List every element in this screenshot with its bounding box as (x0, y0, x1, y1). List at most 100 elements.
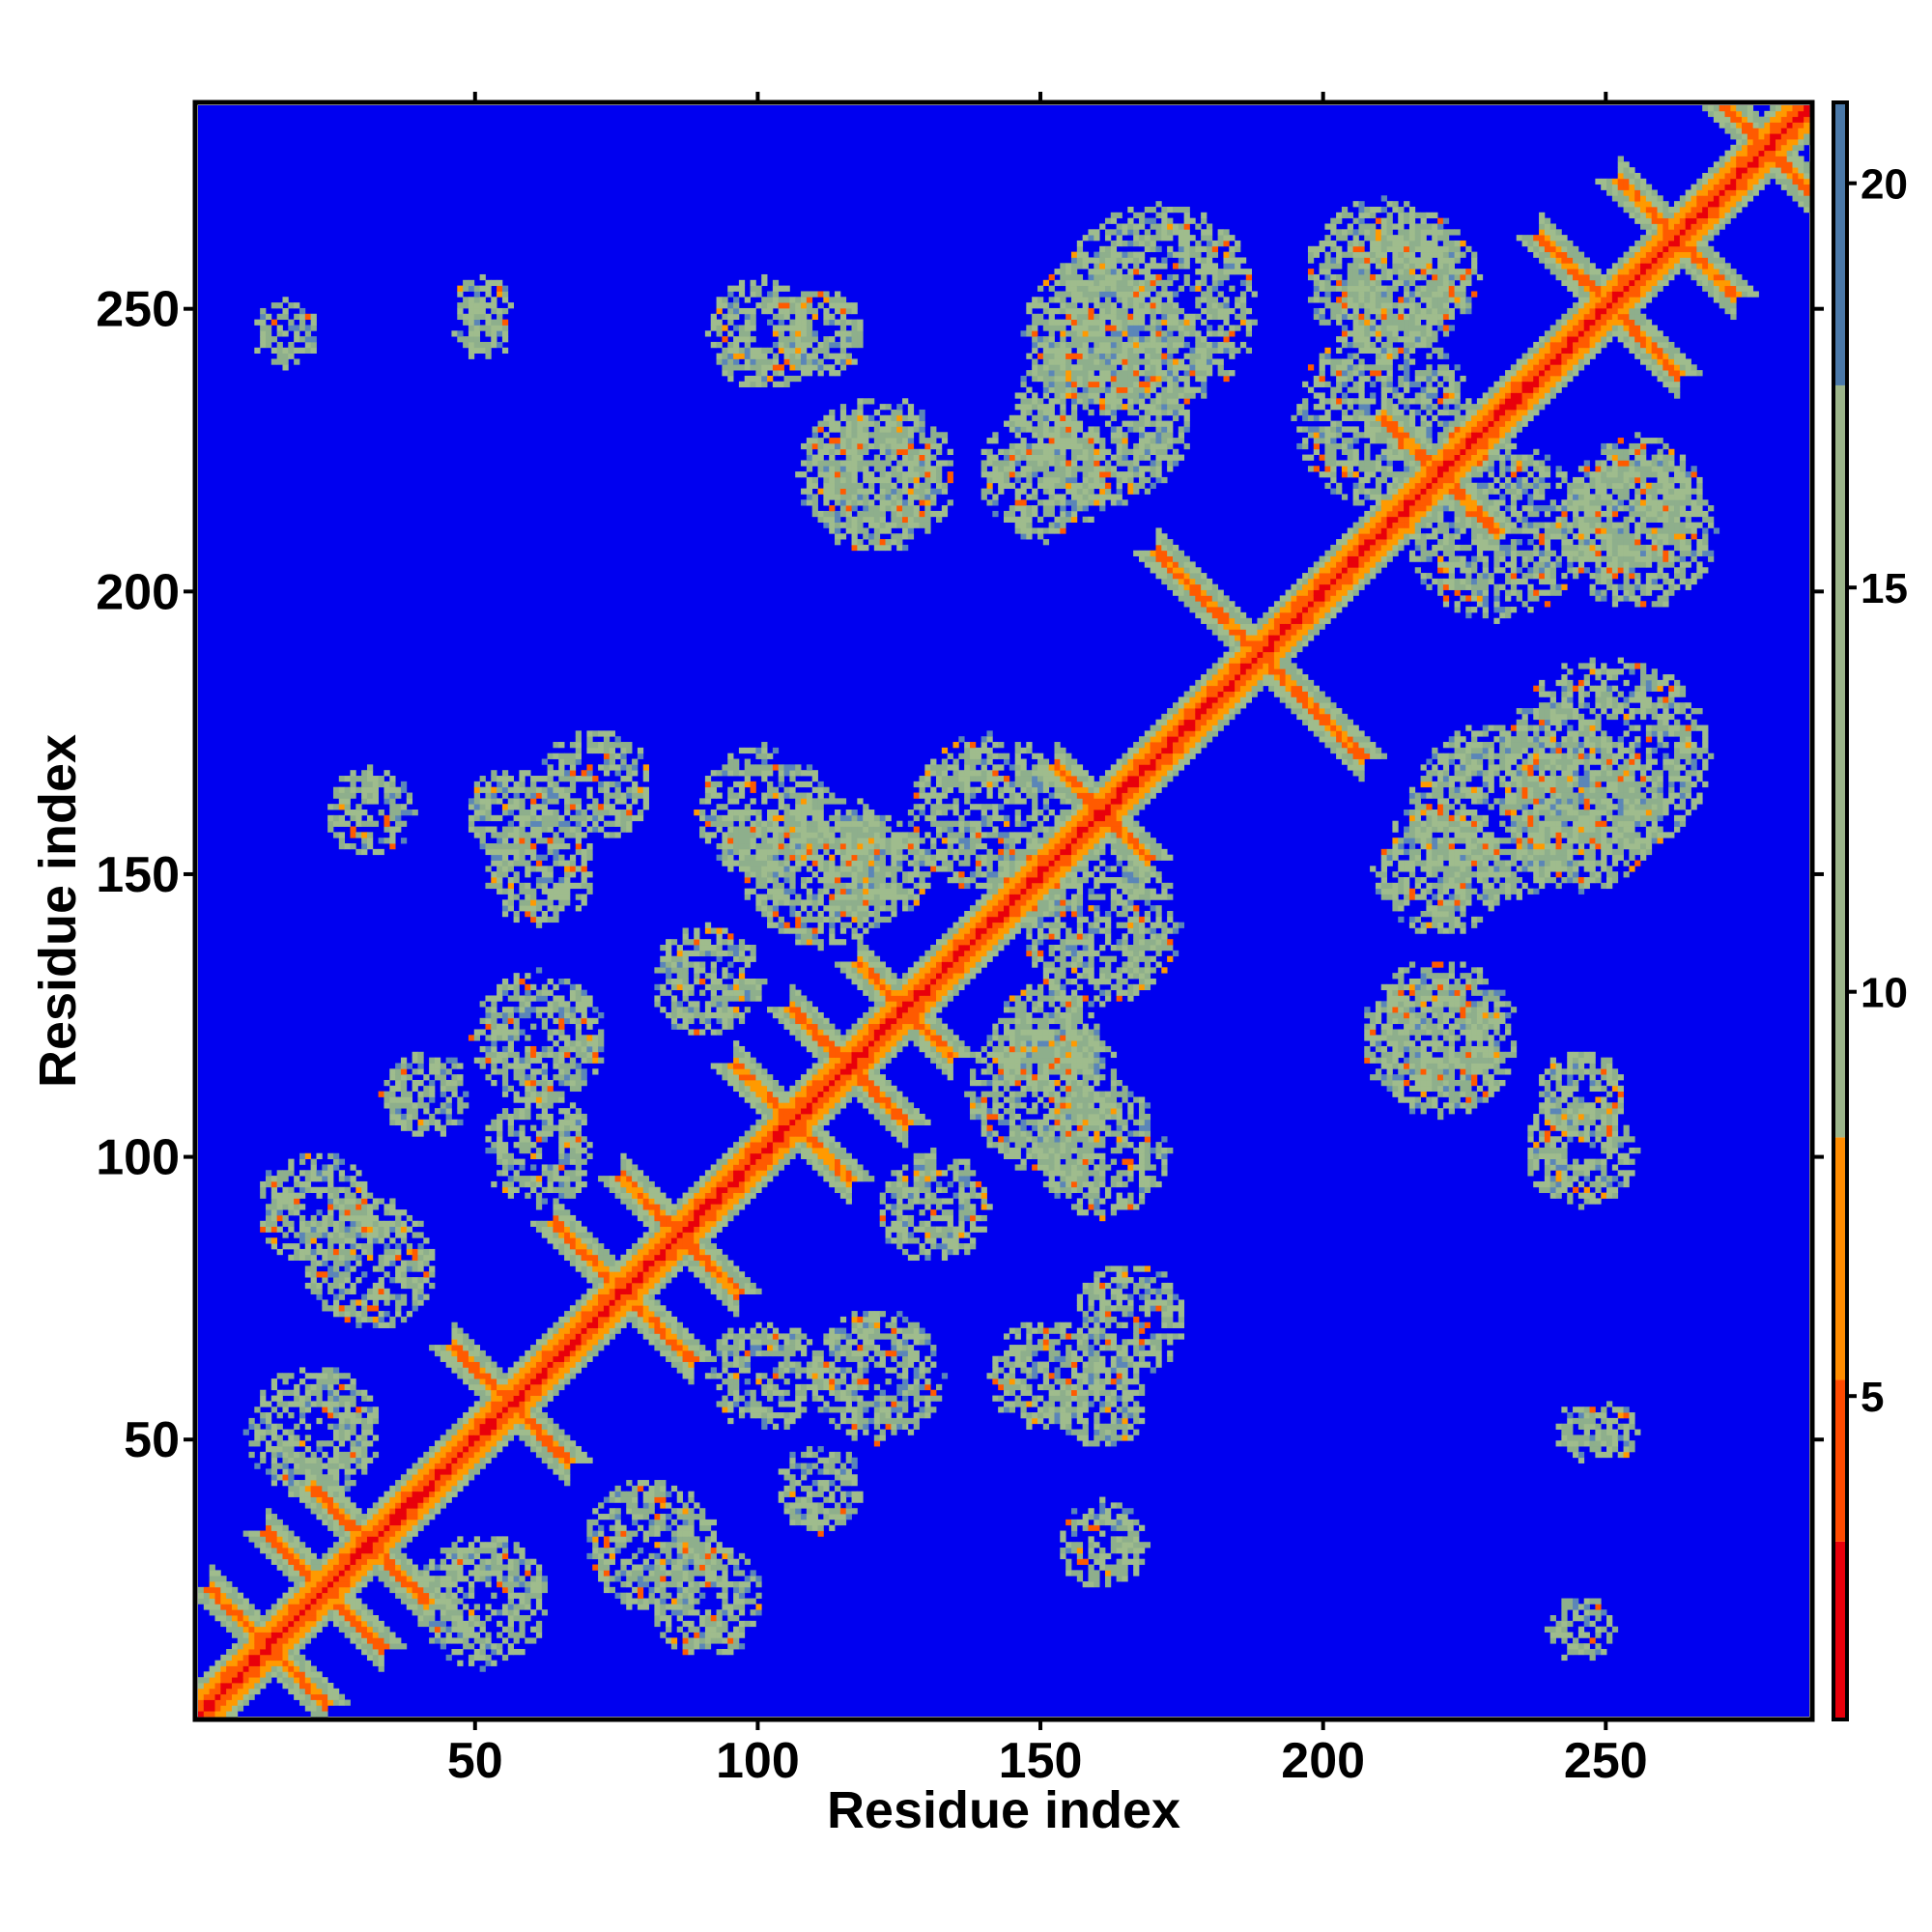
heatmap-cell (716, 1180, 723, 1188)
heatmap-cell (270, 1423, 278, 1430)
heatmap-cell (288, 1226, 295, 1233)
heatmap-cell (327, 1192, 334, 1199)
heatmap-cell (558, 776, 565, 782)
heatmap-cell (676, 1350, 683, 1357)
heatmap-cell (581, 1327, 587, 1334)
heatmap-cell (688, 1345, 695, 1351)
heatmap-cell (310, 1693, 317, 1700)
heatmap-cell (270, 1429, 278, 1435)
heatmap-cell (497, 781, 503, 788)
heatmap-cell (338, 1186, 346, 1194)
heatmap-cell (592, 1339, 599, 1346)
heatmap-cell (704, 781, 712, 788)
heatmap-cell (609, 1311, 615, 1318)
heatmap-cell (660, 1586, 667, 1594)
heatmap-cell (666, 1581, 672, 1588)
heatmap-cell (423, 1468, 430, 1475)
heatmap-cell (288, 1429, 295, 1435)
heatmap-cell (294, 336, 300, 343)
heatmap-cell (586, 792, 593, 799)
heatmap-cell (355, 804, 362, 810)
heatmap-cell (276, 1536, 283, 1543)
heatmap-cell (632, 758, 639, 765)
heatmap-cell (276, 330, 283, 337)
heatmap-cell (429, 1586, 436, 1594)
heatmap-cell (525, 911, 531, 918)
heatmap-cell (316, 1282, 323, 1290)
heatmap-cell (457, 1620, 464, 1628)
heatmap-cell (366, 1626, 374, 1633)
heatmap-cell (473, 1615, 481, 1622)
heatmap-cell (699, 1548, 706, 1554)
heatmap-cell (660, 955, 667, 962)
heatmap-cell (400, 804, 408, 810)
heatmap-cell (497, 798, 503, 805)
heatmap-cell (507, 804, 514, 810)
heatmap-cell (513, 832, 520, 838)
heatmap-cell (355, 1457, 362, 1463)
heatmap-cell (248, 1530, 255, 1537)
heatmap-cell (298, 1226, 306, 1233)
heatmap-cell (344, 1542, 351, 1548)
heatmap-cell (614, 1491, 621, 1497)
heatmap-cell (350, 1226, 356, 1233)
heatmap-cell (564, 1079, 571, 1087)
heatmap-cell (288, 1451, 295, 1459)
heatmap-cell (535, 1423, 543, 1430)
heatmap-cell (198, 1699, 205, 1706)
heatmap-cell (682, 1198, 689, 1205)
heatmap-cell (344, 1305, 351, 1312)
heatmap-cell (344, 1536, 351, 1543)
heatmap-cell (535, 1192, 543, 1199)
heatmap-cell (575, 1124, 582, 1131)
heatmap-cell (429, 1491, 436, 1497)
heatmap-cell (304, 1491, 312, 1497)
heatmap-cell (338, 1451, 346, 1459)
heatmap-cell (614, 1282, 621, 1290)
heatmap-cell (586, 1017, 593, 1025)
heatmap-cell (704, 1632, 712, 1638)
heatmap-cell (603, 1305, 611, 1312)
heatmap-cell (609, 1548, 615, 1554)
heatmap-cell (288, 1186, 295, 1194)
heatmap-cell (384, 1311, 390, 1318)
heatmap-cell (547, 866, 554, 872)
heatmap-cell (626, 792, 633, 799)
heatmap-cell (406, 1519, 413, 1526)
heatmap-cell (400, 1074, 408, 1081)
heatmap-cell (491, 1536, 497, 1543)
heatmap-cell (558, 1214, 565, 1222)
heatmap-cell (378, 848, 384, 856)
heatmap-cell (592, 1265, 599, 1272)
heatmap-cell (457, 1361, 464, 1368)
heatmap-cell (384, 1248, 390, 1256)
heatmap-cell (384, 1232, 390, 1238)
heatmap-cell (507, 1435, 514, 1441)
heatmap-cell (513, 989, 520, 996)
heatmap-cell (642, 1576, 649, 1582)
heatmap-cell (254, 1542, 261, 1548)
heatmap-cell (327, 826, 334, 833)
heatmap-cell (564, 1440, 571, 1447)
heatmap-cell (226, 1604, 233, 1610)
heatmap-cell (355, 1311, 362, 1318)
heatmap-cell (688, 1558, 695, 1565)
heatmap-cell (473, 285, 481, 292)
heatmap-cell (400, 820, 408, 827)
heatmap-cell (412, 1609, 418, 1616)
heatmap-cell (468, 1350, 475, 1357)
heatmap-cell (473, 1463, 481, 1469)
heatmap-cell (304, 1502, 312, 1509)
heatmap-cell (564, 1158, 571, 1165)
heatmap-cell (423, 1074, 430, 1081)
heatmap-cell (513, 1007, 520, 1013)
heatmap-cell (406, 1214, 413, 1222)
heatmap-cell (642, 764, 649, 771)
heatmap-cell (507, 1609, 514, 1616)
heatmap-cell (304, 1604, 312, 1610)
heatmap-cell (507, 1564, 514, 1571)
heatmap-cell (361, 810, 368, 816)
heatmap-cell (666, 1198, 672, 1205)
heatmap-cell (547, 764, 554, 771)
heatmap-cell (361, 1451, 368, 1459)
